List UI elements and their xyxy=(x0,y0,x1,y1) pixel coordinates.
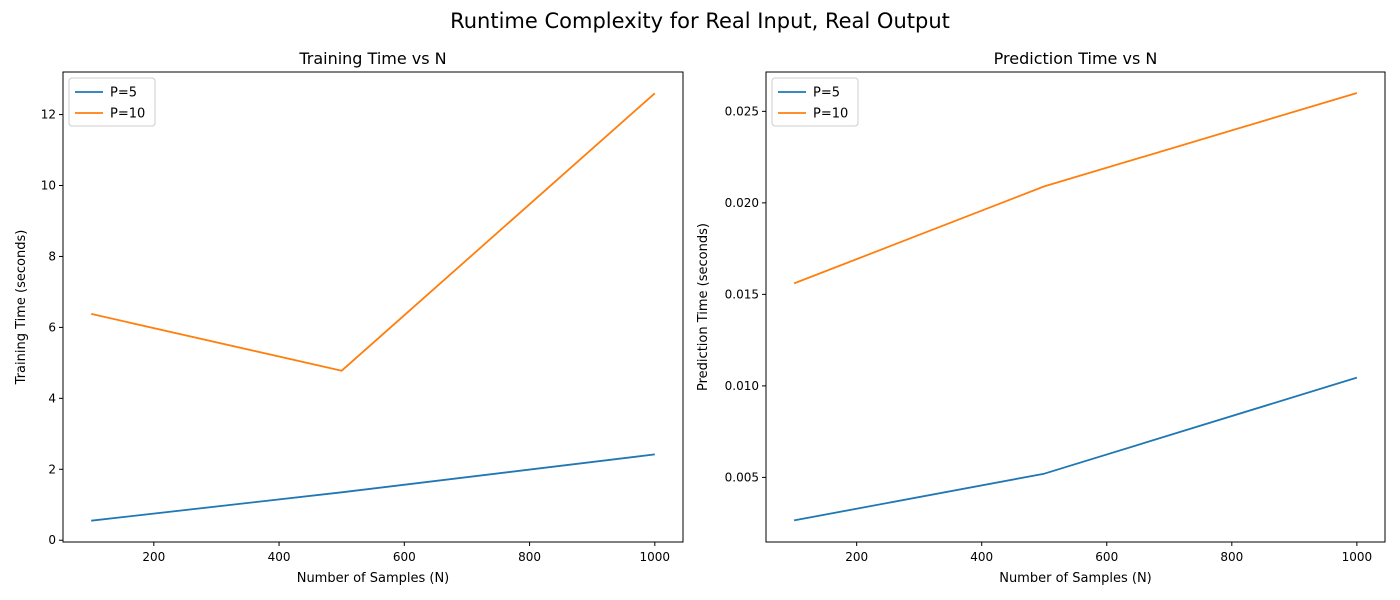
y-tick-label: 4 xyxy=(48,391,56,405)
x-tick-label: 200 xyxy=(142,550,165,564)
y-tick-label: 0 xyxy=(48,533,56,547)
y-tick-label: 0.020 xyxy=(725,196,759,210)
prediction-time-chart: Prediction Time vs N 200 400 600 800 1000 0.00… xyxy=(696,49,1386,586)
x-tick-label: 800 xyxy=(518,550,541,564)
y-tick-label: 2 xyxy=(48,462,56,476)
legend-entry: P=5 xyxy=(813,86,840,101)
legend-entry: P=5 xyxy=(110,86,137,101)
y-axis-label: Training Time (seconds) xyxy=(14,230,29,386)
x-axis-label: Number of Samples (N) xyxy=(297,571,450,586)
training-time-chart: Training Time vs N 200 400 600 800 1000 0 2 4 6 8 1… xyxy=(14,49,684,586)
legend-box xyxy=(68,77,156,127)
legend-entry: P=10 xyxy=(110,107,145,122)
x-tick-label: 800 xyxy=(1220,550,1243,564)
legend-box xyxy=(771,77,859,127)
y-tick-label: 10 xyxy=(41,179,56,193)
y-tick-label: 8 xyxy=(48,249,56,263)
series-line-p5 xyxy=(91,453,655,522)
series-line-p5 xyxy=(793,376,1358,522)
chart-title: Prediction Time vs N xyxy=(994,49,1158,68)
x-tick-label: 400 xyxy=(970,550,993,564)
x-tick-label: 400 xyxy=(268,550,291,564)
y-tick-label: 6 xyxy=(48,320,56,334)
series-line-p10 xyxy=(793,92,1358,285)
y-tick-label: 0.025 xyxy=(725,104,759,118)
x-tick-label: 200 xyxy=(845,550,868,564)
chart-title: Training Time vs N xyxy=(298,49,446,68)
series-line-p10 xyxy=(91,92,656,372)
figure-suptitle: Runtime Complexity for Real Input, Real … xyxy=(450,9,950,33)
x-tick-label: 1000 xyxy=(640,550,671,564)
y-tick-label: 12 xyxy=(41,108,56,122)
y-tick-label: 0.015 xyxy=(725,287,759,301)
x-tick-label: 600 xyxy=(393,550,416,564)
axes-frame xyxy=(765,71,1386,543)
axes-frame xyxy=(62,71,684,543)
x-tick-label: 600 xyxy=(1095,550,1118,564)
legend-entry: P=10 xyxy=(813,107,848,122)
y-tick-label: 0.005 xyxy=(725,470,759,484)
x-tick-label: 1000 xyxy=(1342,550,1373,564)
x-axis-label: Number of Samples (N) xyxy=(999,571,1152,586)
y-tick-label: 0.010 xyxy=(725,379,759,393)
y-axis-label: Prediction Time (seconds) xyxy=(696,223,711,391)
